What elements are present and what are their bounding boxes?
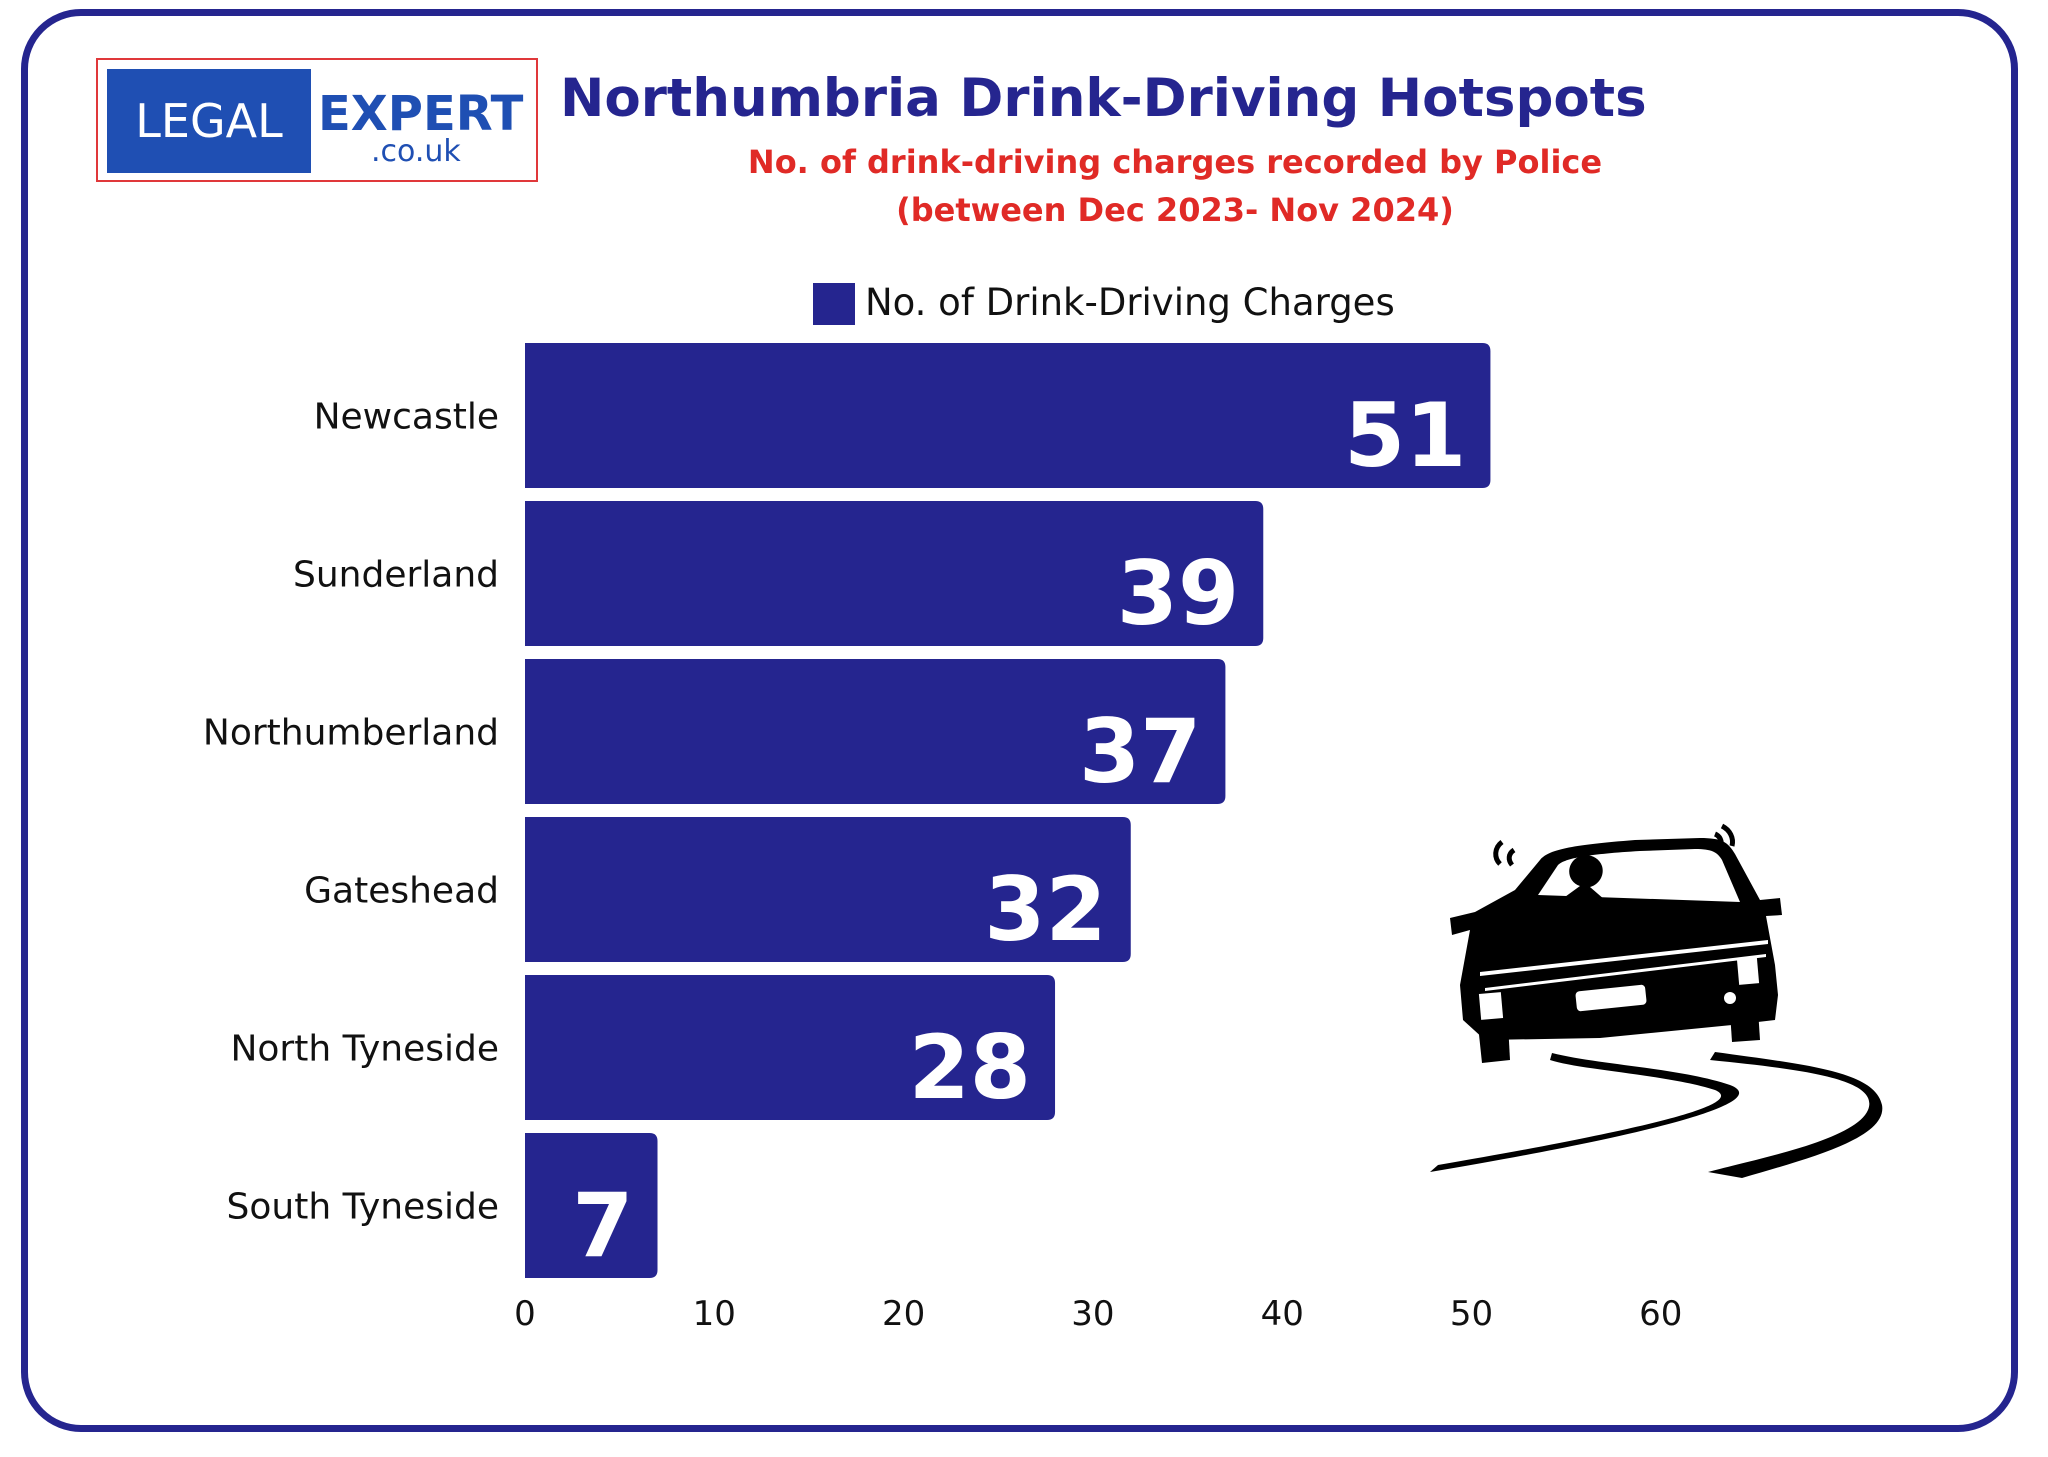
brand-logo: LEGAL EXPERT .co.uk <box>96 58 538 182</box>
brand-logo-right: EXPERT <box>318 86 524 142</box>
legend-label: No. of Drink-Driving Charges <box>865 281 1395 324</box>
bar-gateshead <box>525 817 1131 962</box>
x-tick-label: 0 <box>514 1294 536 1334</box>
category-label: North Tyneside <box>230 1029 499 1070</box>
value-labels-group: 51 39 37 32 28 7 <box>572 384 1466 1277</box>
x-tick-label: 50 <box>1450 1294 1493 1334</box>
category-label: Newcastle <box>314 397 499 438</box>
value-label: 32 <box>984 858 1106 961</box>
x-tick-label: 40 <box>1261 1294 1304 1334</box>
category-label: South Tyneside <box>227 1187 499 1228</box>
chart-subtitle-line-2: (between Dec 2023- Nov 2024) <box>896 191 1454 229</box>
bars-group <box>525 343 1491 1278</box>
chart-title: Northumbria Drink-Driving Hotspots <box>560 68 1647 129</box>
x-tick-label: 20 <box>882 1294 925 1334</box>
bar-south-tyneside <box>525 1133 658 1278</box>
x-tick-label: 10 <box>693 1294 736 1334</box>
x-tick-label: 30 <box>1071 1294 1114 1334</box>
value-label: 37 <box>1079 700 1201 803</box>
swerving-car-icon <box>1430 823 1883 1178</box>
value-label: 7 <box>572 1174 633 1277</box>
legend-swatch <box>813 283 855 325</box>
category-label: Northumberland <box>203 713 499 754</box>
bar-north-tyneside <box>525 975 1056 1120</box>
category-label: Gateshead <box>304 871 499 912</box>
bar-newcastle <box>525 343 1491 488</box>
brand-logo-left: LEGAL <box>107 69 311 173</box>
value-label: 39 <box>1117 542 1239 645</box>
bar-sunderland <box>525 501 1264 646</box>
category-labels-group: Newcastle Sunderland Northumberland Gateshe… <box>203 397 499 1228</box>
x-tick-label: 60 <box>1639 1294 1682 1334</box>
x-tick-labels-group: 0 10 20 30 40 50 60 <box>514 1294 1682 1334</box>
chart-subtitle-line-1: No. of drink-driving charges recorded by… <box>747 143 1603 181</box>
brand-logo-domain: .co.uk <box>371 134 461 169</box>
category-label: Sunderland <box>293 555 499 596</box>
bar-northumberland <box>525 659 1226 804</box>
value-label: 28 <box>909 1016 1031 1119</box>
value-label: 51 <box>1344 384 1466 487</box>
